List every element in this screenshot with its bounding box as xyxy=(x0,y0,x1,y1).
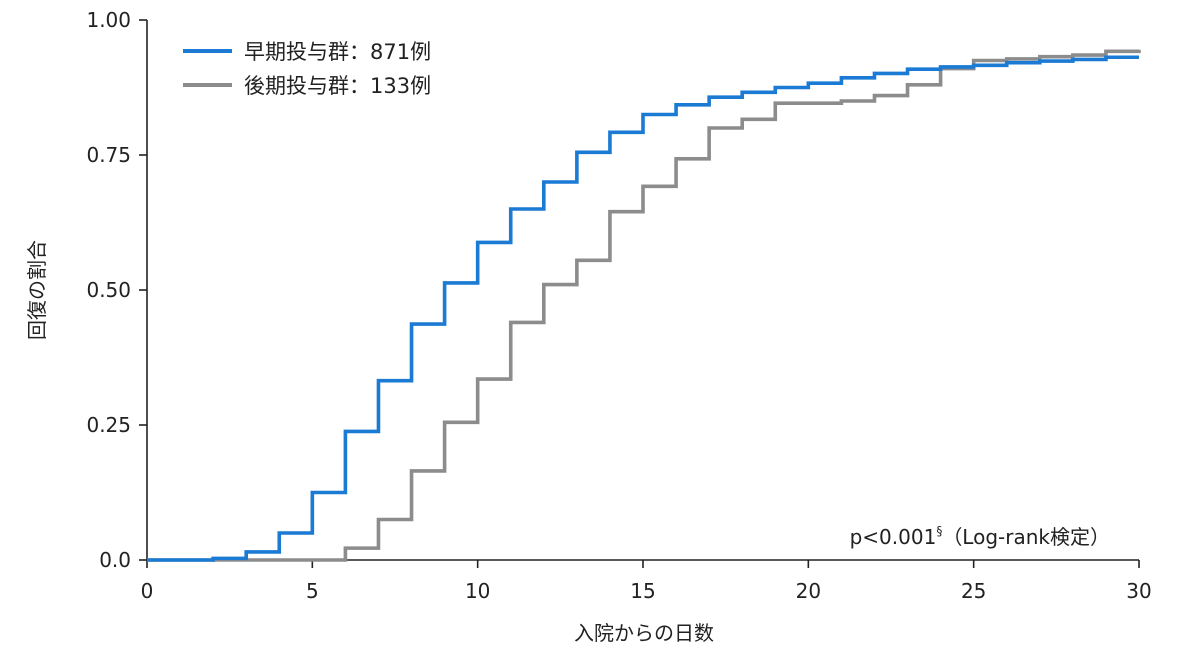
x-tick-label: 30 xyxy=(1126,579,1151,603)
axes: 0.0 0.25 0.50 0.75 1.00 0 5 10 15 20 25 30 xyxy=(86,8,1151,603)
p-value-test-name: （Log-rank検定） xyxy=(942,525,1110,549)
x-tick-label: 10 xyxy=(465,579,490,603)
x-tick-label: 15 xyxy=(630,579,655,603)
y-tick-label: 0.25 xyxy=(86,413,131,437)
x-tick-label: 5 xyxy=(306,579,319,603)
y-tick-label: 0.50 xyxy=(86,278,131,302)
y-tick-label: 0.75 xyxy=(86,143,131,167)
p-value-annotation: p<0.001§（Log-rank検定） xyxy=(850,524,1110,549)
x-tick-label: 20 xyxy=(796,579,821,603)
y-tick-label: 0.0 xyxy=(99,548,131,572)
x-axis-title: 入院からの日数 xyxy=(574,621,714,645)
p-value-text: p<0.001 xyxy=(850,525,937,549)
x-tick-label: 0 xyxy=(141,579,154,603)
y-axis-title: 回復の割合 xyxy=(25,240,49,340)
p-value-superscript: § xyxy=(936,524,942,538)
x-tick-label: 25 xyxy=(961,579,986,603)
y-tick-label: 1.00 xyxy=(86,8,131,32)
legend-label-1: 後期投与群：133例 xyxy=(244,74,431,98)
series-line-0 xyxy=(147,55,1139,562)
legend-label-0: 早期投与群：871例 xyxy=(244,40,431,64)
series-line-1 xyxy=(147,49,1141,562)
series-layer xyxy=(147,49,1141,562)
